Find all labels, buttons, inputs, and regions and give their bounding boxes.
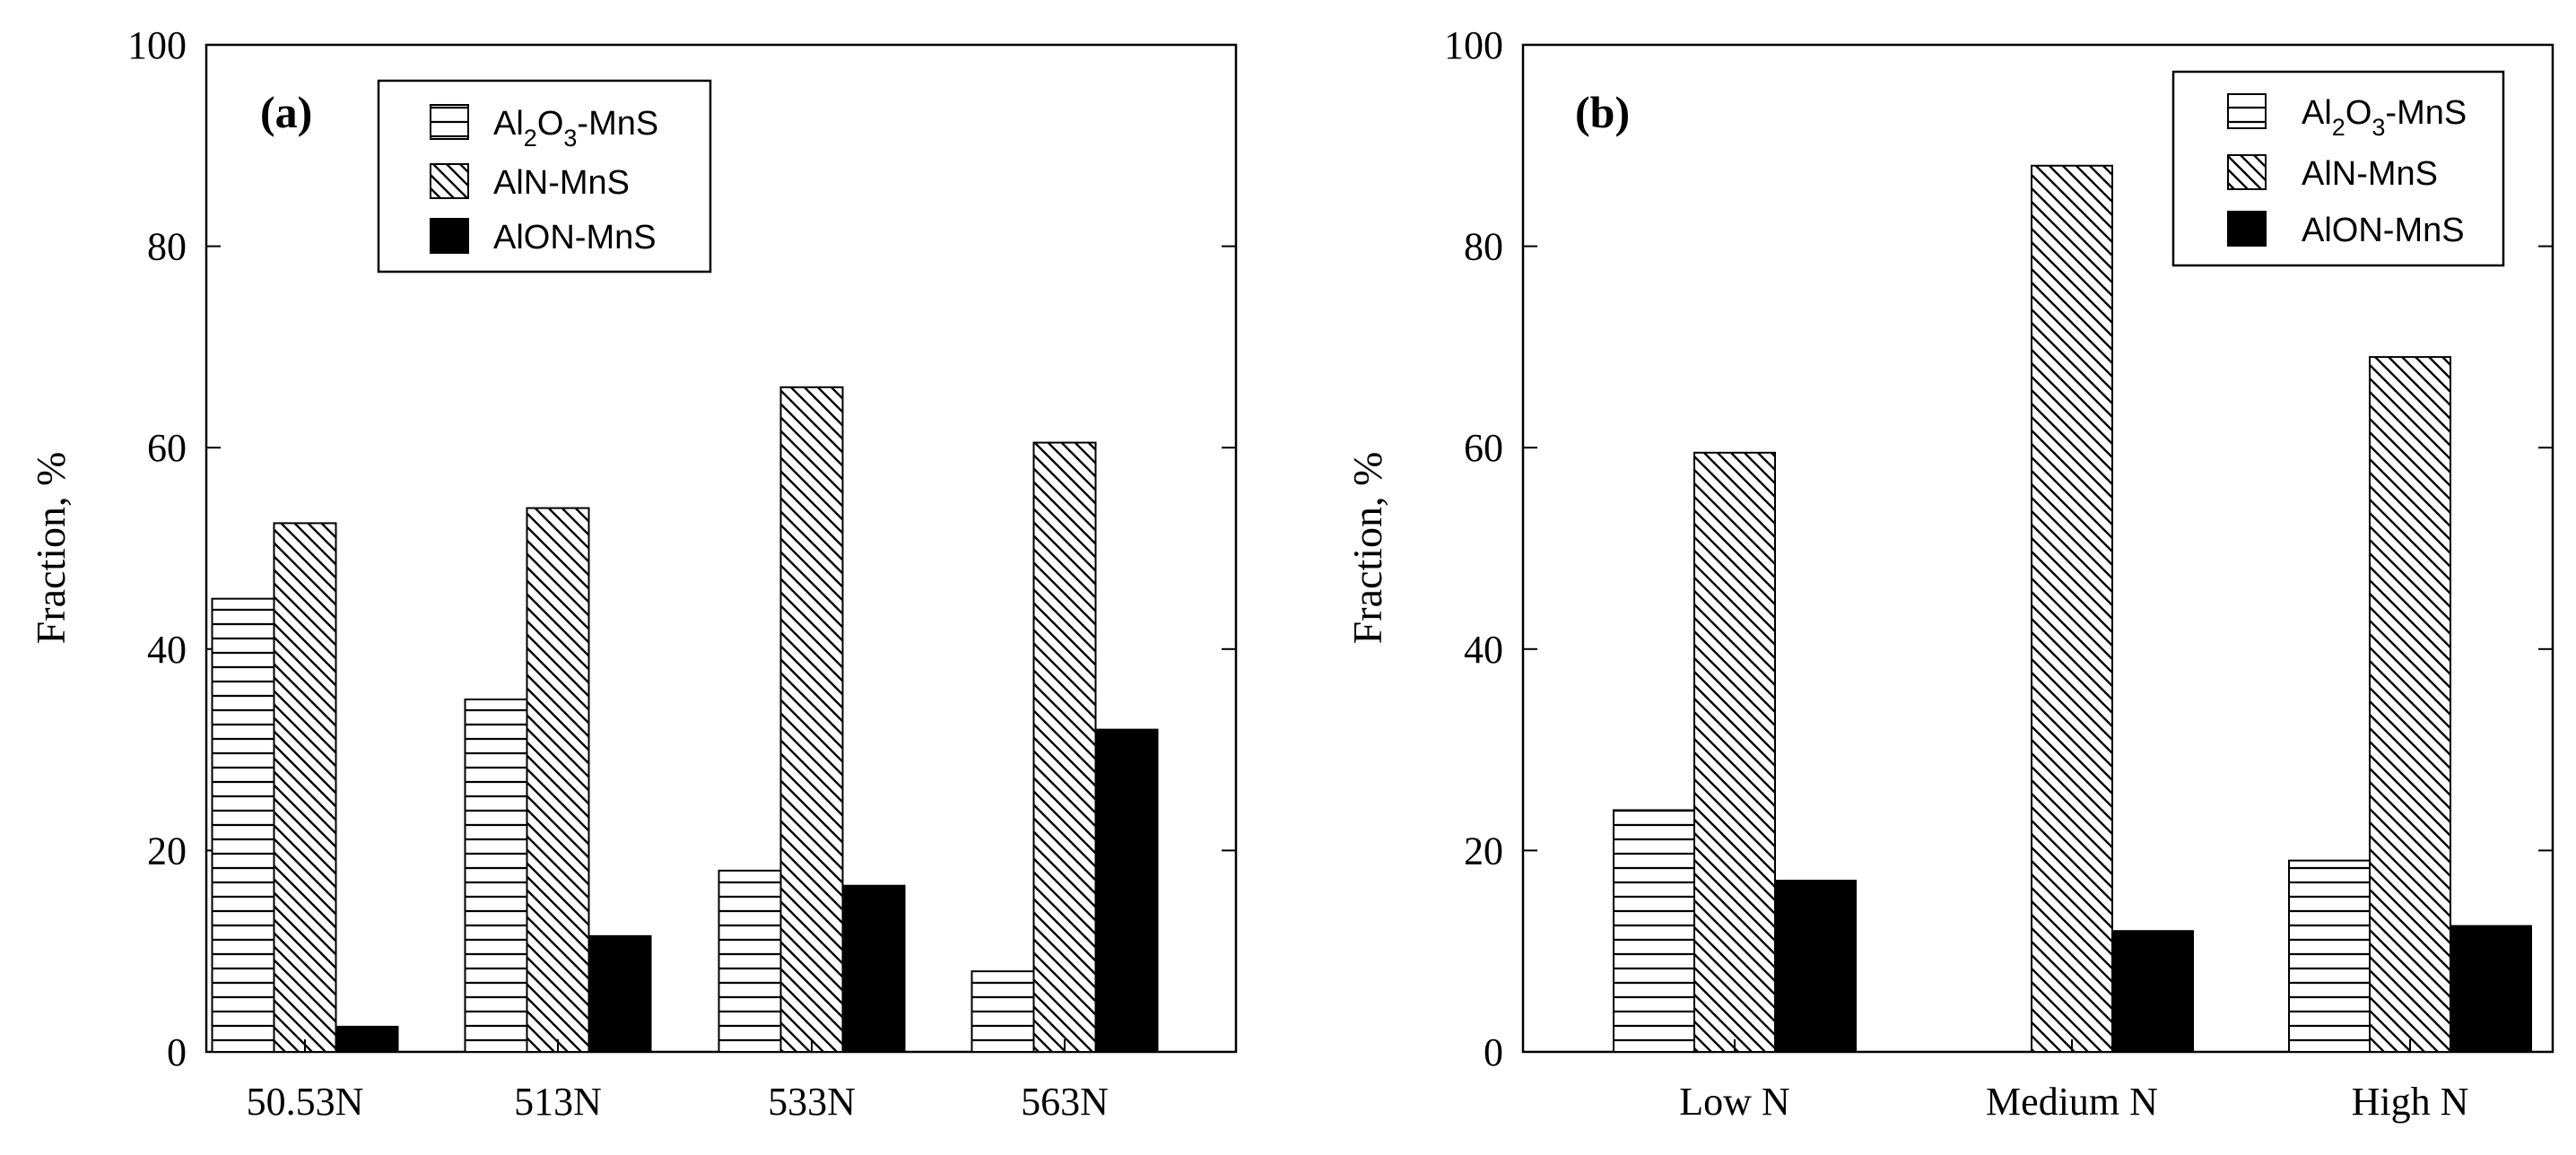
legend-swatch-alon-a <box>430 218 469 254</box>
x-tick-label: 533N <box>768 1080 856 1124</box>
legend-b: Al2O3-MnS AlN-MnS AlON-MnS <box>2171 70 2505 267</box>
y-axis-title-a: Fraction, % <box>28 452 74 645</box>
y-tick-label: 0 <box>167 1030 187 1074</box>
y-tick-label: 80 <box>147 225 187 269</box>
bar-solid-b-0 <box>1774 880 1857 1054</box>
bar-horizontal-a-3 <box>970 970 1035 1054</box>
bar-horizontal-b-0 <box>1613 809 1695 1053</box>
legend-swatch-alon-b <box>2227 211 2267 247</box>
legend-label-al2o3-a: Al2O3-MnS <box>493 105 658 152</box>
y-tick-label: 20 <box>147 829 187 873</box>
bar-diagonal-b-1 <box>2031 164 2113 1053</box>
y-tick-label: 0 <box>1484 1030 1503 1074</box>
y-tick-label: 20 <box>1464 829 1503 873</box>
y-tick-label: 40 <box>147 628 187 672</box>
legend-swatch-al2o3-b <box>2227 93 2267 129</box>
bar-diagonal-a-1 <box>526 507 590 1053</box>
y-tick-label: 40 <box>1464 628 1503 672</box>
x-tick-label: 50.53N <box>247 1080 364 1124</box>
y-axis-title-b: Fraction, % <box>1345 452 1390 645</box>
bar-solid-b-2 <box>2450 925 2532 1053</box>
bar-solid-a-2 <box>841 884 906 1054</box>
bar-horizontal-a-1 <box>464 698 528 1053</box>
legend-label-alon-a: AlON-MnS <box>493 219 657 256</box>
chart-panel-b: 0 20 40 60 80 100 Low N Medium N High N (b) Fra… <box>1345 23 2554 1124</box>
bar-solid-a-1 <box>587 934 652 1053</box>
bar-diagonal-a-2 <box>779 386 844 1053</box>
bar-diagonal-a-3 <box>1032 441 1097 1053</box>
legend-swatch-al2o3-a <box>430 104 469 140</box>
bar-horizontal-a-0 <box>211 597 275 1054</box>
x-labels-b: Low N Medium N High N <box>1679 1039 2468 1124</box>
bar-solid-a-3 <box>1094 728 1159 1053</box>
bar-horizontal-a-2 <box>718 869 782 1053</box>
legend-swatch-aln-a <box>430 163 469 199</box>
legend-label-alon-b: AlON-MnS <box>2302 212 2465 249</box>
panel-label-a: (a) <box>260 87 312 137</box>
y-tick-label: 100 <box>127 23 187 67</box>
x-tick-label: High N <box>2352 1080 2469 1124</box>
legend-swatch-aln-b <box>2227 154 2267 190</box>
x-tick-label: Medium N <box>1986 1080 2158 1124</box>
legend-label-aln-a: AlN-MnS <box>493 164 630 202</box>
y-tick-label: 60 <box>147 426 187 470</box>
y-ticks-b: 0 20 40 60 80 100 <box>1444 23 2553 1074</box>
bars-b <box>1613 164 2532 1054</box>
bar-diagonal-b-0 <box>1693 451 1776 1053</box>
chart-panel-a: 0 20 40 60 80 100 50.53N 513N 533N 563N (a) Frac… <box>28 23 1238 1124</box>
x-tick-label: 563N <box>1021 1080 1109 1124</box>
x-tick-label: 513N <box>514 1080 602 1124</box>
y-ticks-a: 0 20 40 60 80 100 <box>127 23 1236 1074</box>
legend-a: Al2O3-MnS AlN-MnS AlON-MnS <box>377 79 712 274</box>
x-tick-label: Low N <box>1679 1080 1789 1124</box>
bars-a <box>211 386 1159 1054</box>
y-tick-label: 100 <box>1444 23 1503 67</box>
x-labels-a: 50.53N 513N 533N 563N <box>247 1039 1109 1124</box>
panel-label-b: (b) <box>1575 87 1630 137</box>
legend-label-aln-b: AlN-MnS <box>2302 155 2438 193</box>
legend-label-al2o3-b: Al2O3-MnS <box>2302 94 2467 141</box>
y-tick-label: 60 <box>1464 426 1503 470</box>
bar-solid-b-1 <box>2111 930 2194 1053</box>
y-tick-label: 80 <box>1464 225 1503 269</box>
bar-horizontal-b-2 <box>2288 859 2371 1053</box>
bar-diagonal-b-2 <box>2369 356 2451 1053</box>
bar-solid-a-0 <box>335 1025 399 1054</box>
bar-diagonal-a-0 <box>273 522 337 1053</box>
